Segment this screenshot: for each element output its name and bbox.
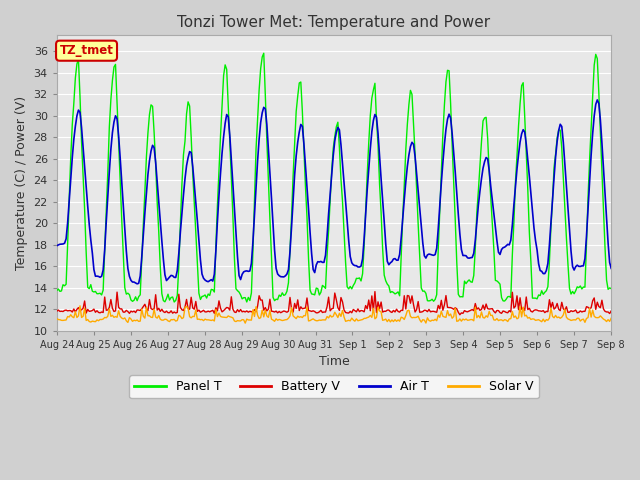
Legend: Panel T, Battery V, Air T, Solar V: Panel T, Battery V, Air T, Solar V [129,375,539,398]
X-axis label: Time: Time [319,355,349,369]
Title: Tonzi Tower Met: Temperature and Power: Tonzi Tower Met: Temperature and Power [177,15,491,30]
Y-axis label: Temperature (C) / Power (V): Temperature (C) / Power (V) [15,96,28,270]
Text: TZ_tmet: TZ_tmet [60,44,113,57]
